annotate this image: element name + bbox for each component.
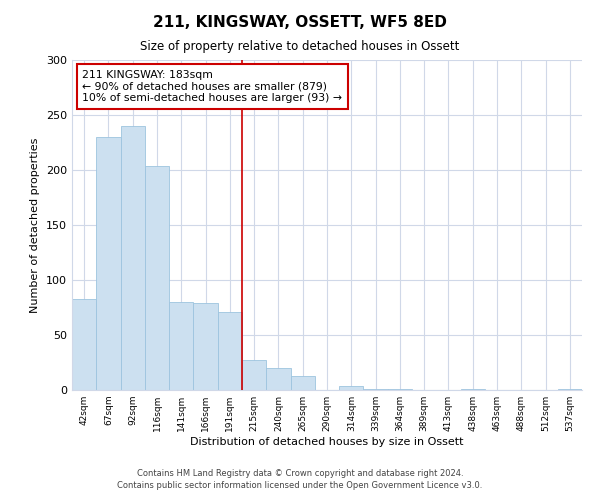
Bar <box>266 368 290 390</box>
Bar <box>169 302 193 390</box>
Bar <box>388 389 412 390</box>
Bar <box>72 298 96 390</box>
Bar <box>96 137 121 390</box>
Text: Size of property relative to detached houses in Ossett: Size of property relative to detached ho… <box>140 40 460 53</box>
Bar <box>242 360 266 390</box>
Bar <box>193 303 218 390</box>
Bar <box>558 389 582 390</box>
Text: 211, KINGSWAY, OSSETT, WF5 8ED: 211, KINGSWAY, OSSETT, WF5 8ED <box>153 15 447 30</box>
Bar <box>121 126 145 390</box>
Y-axis label: Number of detached properties: Number of detached properties <box>31 138 40 312</box>
Bar <box>339 386 364 390</box>
Bar <box>145 166 169 390</box>
Bar <box>290 376 315 390</box>
Bar <box>364 389 388 390</box>
Bar <box>461 389 485 390</box>
Text: Contains HM Land Registry data © Crown copyright and database right 2024.
Contai: Contains HM Land Registry data © Crown c… <box>118 468 482 490</box>
Text: 211 KINGSWAY: 183sqm
← 90% of detached houses are smaller (879)
10% of semi-deta: 211 KINGSWAY: 183sqm ← 90% of detached h… <box>82 70 342 103</box>
X-axis label: Distribution of detached houses by size in Ossett: Distribution of detached houses by size … <box>190 437 464 447</box>
Bar <box>218 312 242 390</box>
